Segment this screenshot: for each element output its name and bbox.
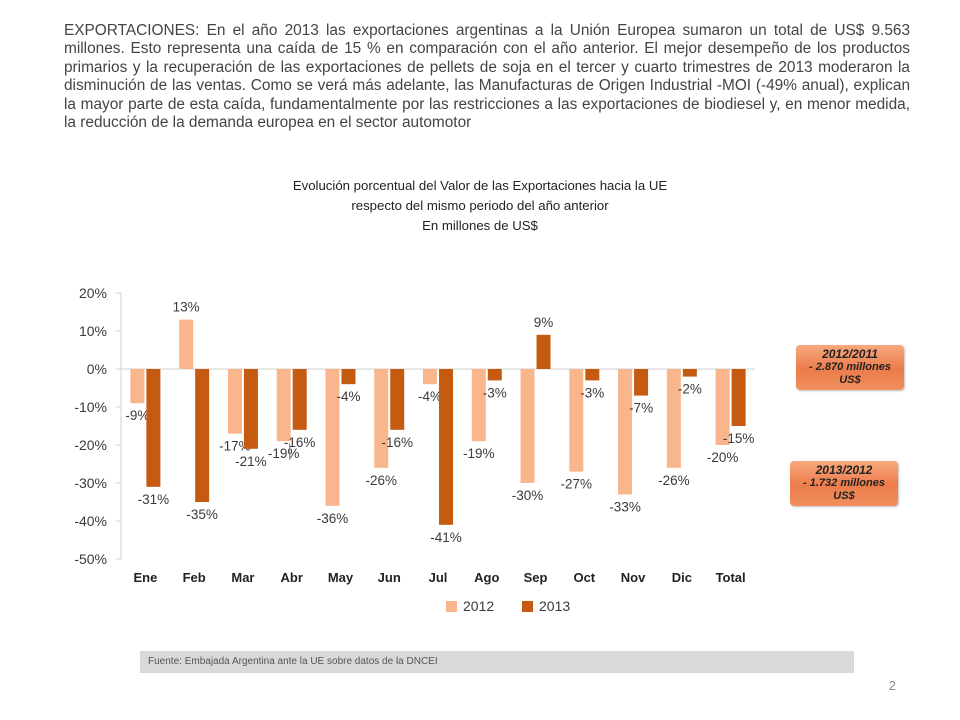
data-label-2012: -17%: [219, 439, 251, 454]
bar-2013: [439, 369, 453, 525]
x-tick-label: Dic: [672, 570, 692, 585]
badge-2013-2012-line2: US$: [833, 490, 855, 502]
bar-2012: [276, 369, 291, 442]
data-label-2012: -9%: [125, 408, 149, 423]
bar-2012: [471, 369, 486, 442]
x-tick-label: Mar: [231, 570, 254, 585]
bar-2012: [325, 369, 340, 506]
bar-2012: [130, 369, 145, 404]
data-label-2013: -7%: [629, 401, 653, 416]
legend-swatch-2012: [446, 601, 457, 612]
data-label-2013: 9%: [534, 315, 554, 330]
y-tick-label: -30%: [74, 475, 107, 491]
data-label-2013: -21%: [235, 454, 267, 469]
y-tick-label: -10%: [74, 399, 107, 415]
data-label-2012: -19%: [268, 446, 300, 461]
source-footer: Fuente: Embajada Argentina ante la UE so…: [140, 651, 854, 673]
data-label-2012: 13%: [173, 300, 200, 315]
y-tick-label: 0%: [87, 361, 107, 377]
bar-2013: [585, 369, 600, 381]
chart-title-line-3: En millones de US$: [422, 218, 538, 233]
bar-2012: [179, 319, 194, 369]
x-tick-label: Total: [716, 570, 746, 585]
data-label-2013: -41%: [430, 530, 462, 545]
x-tick-label: Oct: [573, 570, 595, 585]
data-label-2013: -16%: [381, 435, 413, 450]
badge-2012-2011: 2012/2011 - 2.870 millones US$: [796, 345, 904, 390]
badge-2013-2012-line1: - 1.732 millones: [803, 477, 885, 489]
badge-2013-2012-title: 2013/2012: [815, 463, 873, 477]
bar-2012: [520, 369, 535, 483]
x-tick-label: Nov: [621, 570, 646, 585]
bar-2013: [341, 369, 356, 385]
bar-2013: [682, 369, 697, 377]
chart-title-line-2: respecto del mismo periodo del año anter…: [351, 198, 609, 213]
badge-2012-2011-line1: - 2.870 millones: [809, 361, 891, 373]
bar-2013: [487, 369, 502, 381]
data-label-2013: -3%: [483, 385, 507, 400]
data-label-2012: -33%: [609, 499, 641, 514]
bar-2012: [715, 369, 730, 445]
badge-2013-2012: 2013/2012 - 1.732 millones US$: [790, 461, 898, 506]
bar-2012: [666, 369, 681, 468]
chart-title: Evolución porcentual del Valor de las Ex…: [180, 176, 780, 236]
bar-2013: [243, 369, 258, 449]
y-tick-label: -50%: [74, 551, 107, 567]
x-tick-label: Jul: [429, 570, 448, 585]
data-label-2013: -2%: [678, 382, 702, 397]
data-label-2013: -35%: [186, 507, 218, 522]
x-tick-label: Ago: [474, 570, 499, 585]
x-tick-label: Ene: [133, 570, 157, 585]
bar-2012: [227, 369, 242, 434]
y-tick-label: 10%: [79, 323, 107, 339]
badge-2012-2011-title: 2012/2011: [822, 347, 878, 361]
bar-2012: [618, 369, 633, 495]
data-label-2012: -26%: [658, 473, 690, 488]
bar-2013: [731, 369, 746, 426]
data-label-2012: -19%: [463, 446, 495, 461]
legend-swatch-2013: [522, 601, 533, 612]
bar-2013: [634, 369, 649, 396]
bar-2013: [536, 334, 551, 369]
data-label-2012: -26%: [365, 473, 397, 488]
bar-2013: [195, 369, 210, 502]
y-tick-label: -40%: [74, 513, 107, 529]
data-label-2012: -20%: [707, 450, 739, 465]
y-tick-label: -20%: [74, 437, 107, 453]
data-label-2012: -30%: [512, 488, 544, 503]
data-label-2013: -16%: [284, 435, 316, 450]
data-label-2012: -36%: [317, 511, 349, 526]
data-label-2013: -4%: [336, 389, 360, 404]
chart-title-line-1: Evolución porcentual del Valor de las Ex…: [292, 178, 668, 193]
data-label-2013: -3%: [580, 385, 604, 400]
bar-2012: [423, 369, 437, 385]
x-tick-label: Abr: [280, 570, 302, 585]
data-label-2013: -15%: [723, 431, 755, 446]
data-label-2012: -4%: [418, 389, 442, 404]
legend-label-2013: 2013: [539, 598, 570, 614]
data-label-2012: -27%: [561, 477, 593, 492]
x-tick-label: May: [328, 570, 354, 585]
page-number: 2: [888, 678, 896, 693]
legend-label-2012: 2012: [463, 598, 494, 614]
bar-2012: [569, 369, 584, 472]
badge-2012-2011-line2: US$: [839, 374, 861, 386]
bar-2013: [292, 369, 307, 430]
y-tick-label: 20%: [79, 285, 107, 301]
intro-paragraph: EXPORTACIONES: En el año 2013 las export…: [64, 22, 910, 132]
x-tick-label: Sep: [524, 570, 548, 585]
x-tick-label: Jun: [378, 570, 401, 585]
bar-2013: [390, 369, 405, 430]
bar-2013: [146, 369, 161, 487]
x-tick-label: Feb: [183, 570, 206, 585]
bar-2012: [374, 369, 389, 468]
data-label-2013: -31%: [138, 492, 170, 507]
